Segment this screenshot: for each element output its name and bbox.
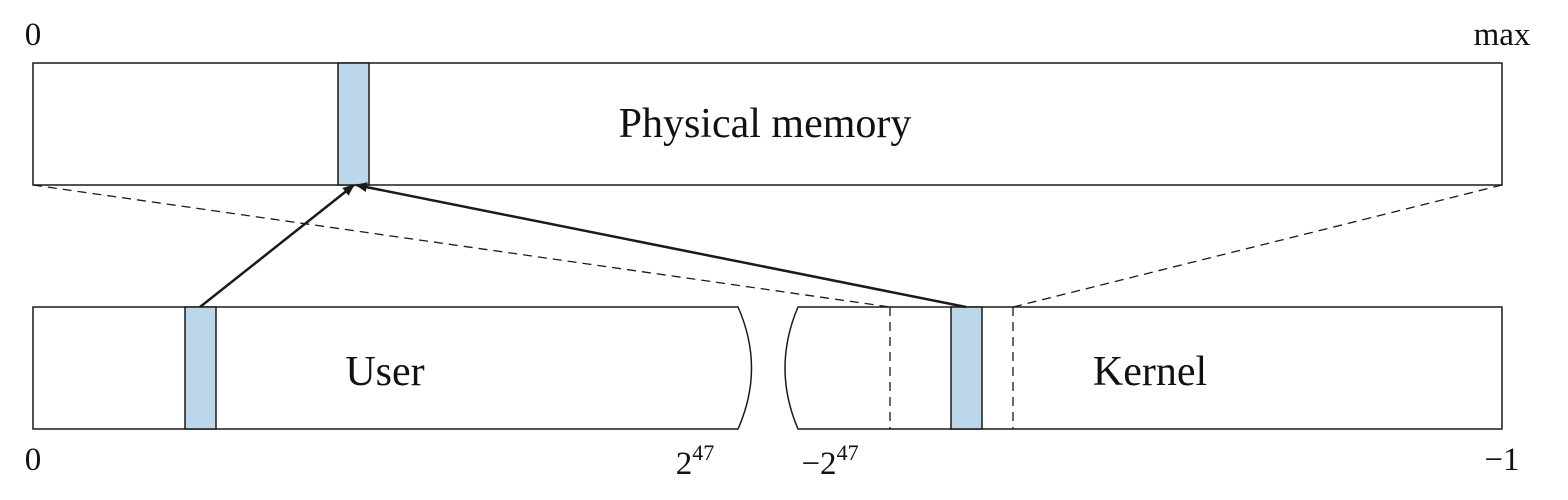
user-address-space bbox=[32, 306, 753, 430]
kernel-address-space bbox=[784, 306, 1503, 430]
kernel-start-base: −2 bbox=[801, 446, 836, 482]
physical-memory-bar bbox=[32, 62, 1503, 186]
user-to-physical-arrow bbox=[199, 184, 355, 308]
physical-start-label: 0 bbox=[25, 17, 42, 53]
dashed-projection-right bbox=[1012, 184, 1503, 308]
user-page bbox=[184, 306, 217, 430]
physical-page bbox=[337, 62, 370, 186]
virtual-end-label: −1 bbox=[1484, 442, 1519, 478]
kernel-to-physical-arrow bbox=[355, 182, 967, 309]
dashed-projection-left bbox=[32, 184, 891, 308]
kernel-label: Kernel bbox=[1093, 349, 1207, 395]
physical-memory-label: Physical memory bbox=[619, 101, 912, 147]
virtual-start-label: 0 bbox=[25, 442, 42, 478]
kernel-start-label: −247 bbox=[801, 440, 858, 482]
user-end-base: 2 bbox=[676, 446, 693, 482]
kernel-page bbox=[950, 306, 983, 430]
user-end-exponent: 47 bbox=[692, 440, 714, 465]
user-label: User bbox=[345, 349, 424, 395]
user-end-label: 247 bbox=[676, 440, 715, 482]
physical-end-label: max bbox=[1474, 17, 1531, 53]
kernel-start-exponent: 47 bbox=[837, 440, 859, 465]
